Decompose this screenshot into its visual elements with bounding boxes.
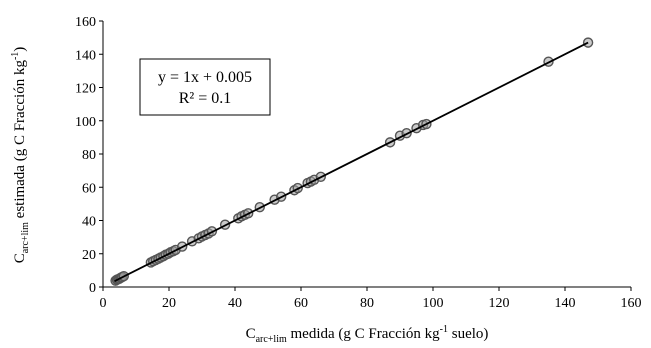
r-squared-text: R² = 0.1: [179, 90, 232, 107]
x-tick-label: 60: [294, 296, 308, 311]
y-tick-label: 100: [75, 115, 96, 130]
x-tick-label: 80: [360, 296, 374, 311]
chart-marks: [110, 37, 594, 286]
x-tick-label: 120: [489, 296, 510, 311]
x-tick-label: 0: [100, 296, 107, 311]
y-tick-label: 0: [89, 281, 96, 296]
x-tick-label: 20: [162, 296, 176, 311]
y-tick-label: 40: [82, 215, 96, 230]
x-tick-label: 40: [228, 296, 242, 311]
x-axis-title: Carc+lim medida (g C Fracción kg-1 suelo…: [246, 324, 489, 345]
y-tick-label: 80: [82, 148, 96, 163]
y-tick-label: 20: [82, 248, 96, 263]
equation-box: [139, 58, 271, 116]
tick-labels: 0 20 40 60 80 100 120 140 160 0 20 40 60 80 100 120 140 1…: [75, 15, 642, 311]
y-tick-label: 120: [75, 82, 96, 97]
y-tick-label: 60: [82, 181, 96, 196]
y-tick-label: 160: [75, 15, 96, 30]
x-tick-label: 140: [555, 296, 576, 311]
equation-text: y = 1x + 0.005: [158, 69, 252, 86]
y-tick-label: 140: [75, 48, 96, 63]
x-tick-label: 160: [621, 296, 642, 311]
trendline: [114, 41, 589, 282]
y-axis-title: Carc+lim estimada (g C Fracción kg-1): [10, 47, 31, 264]
x-tick-label: 100: [423, 296, 444, 311]
axes: [99, 20, 632, 291]
